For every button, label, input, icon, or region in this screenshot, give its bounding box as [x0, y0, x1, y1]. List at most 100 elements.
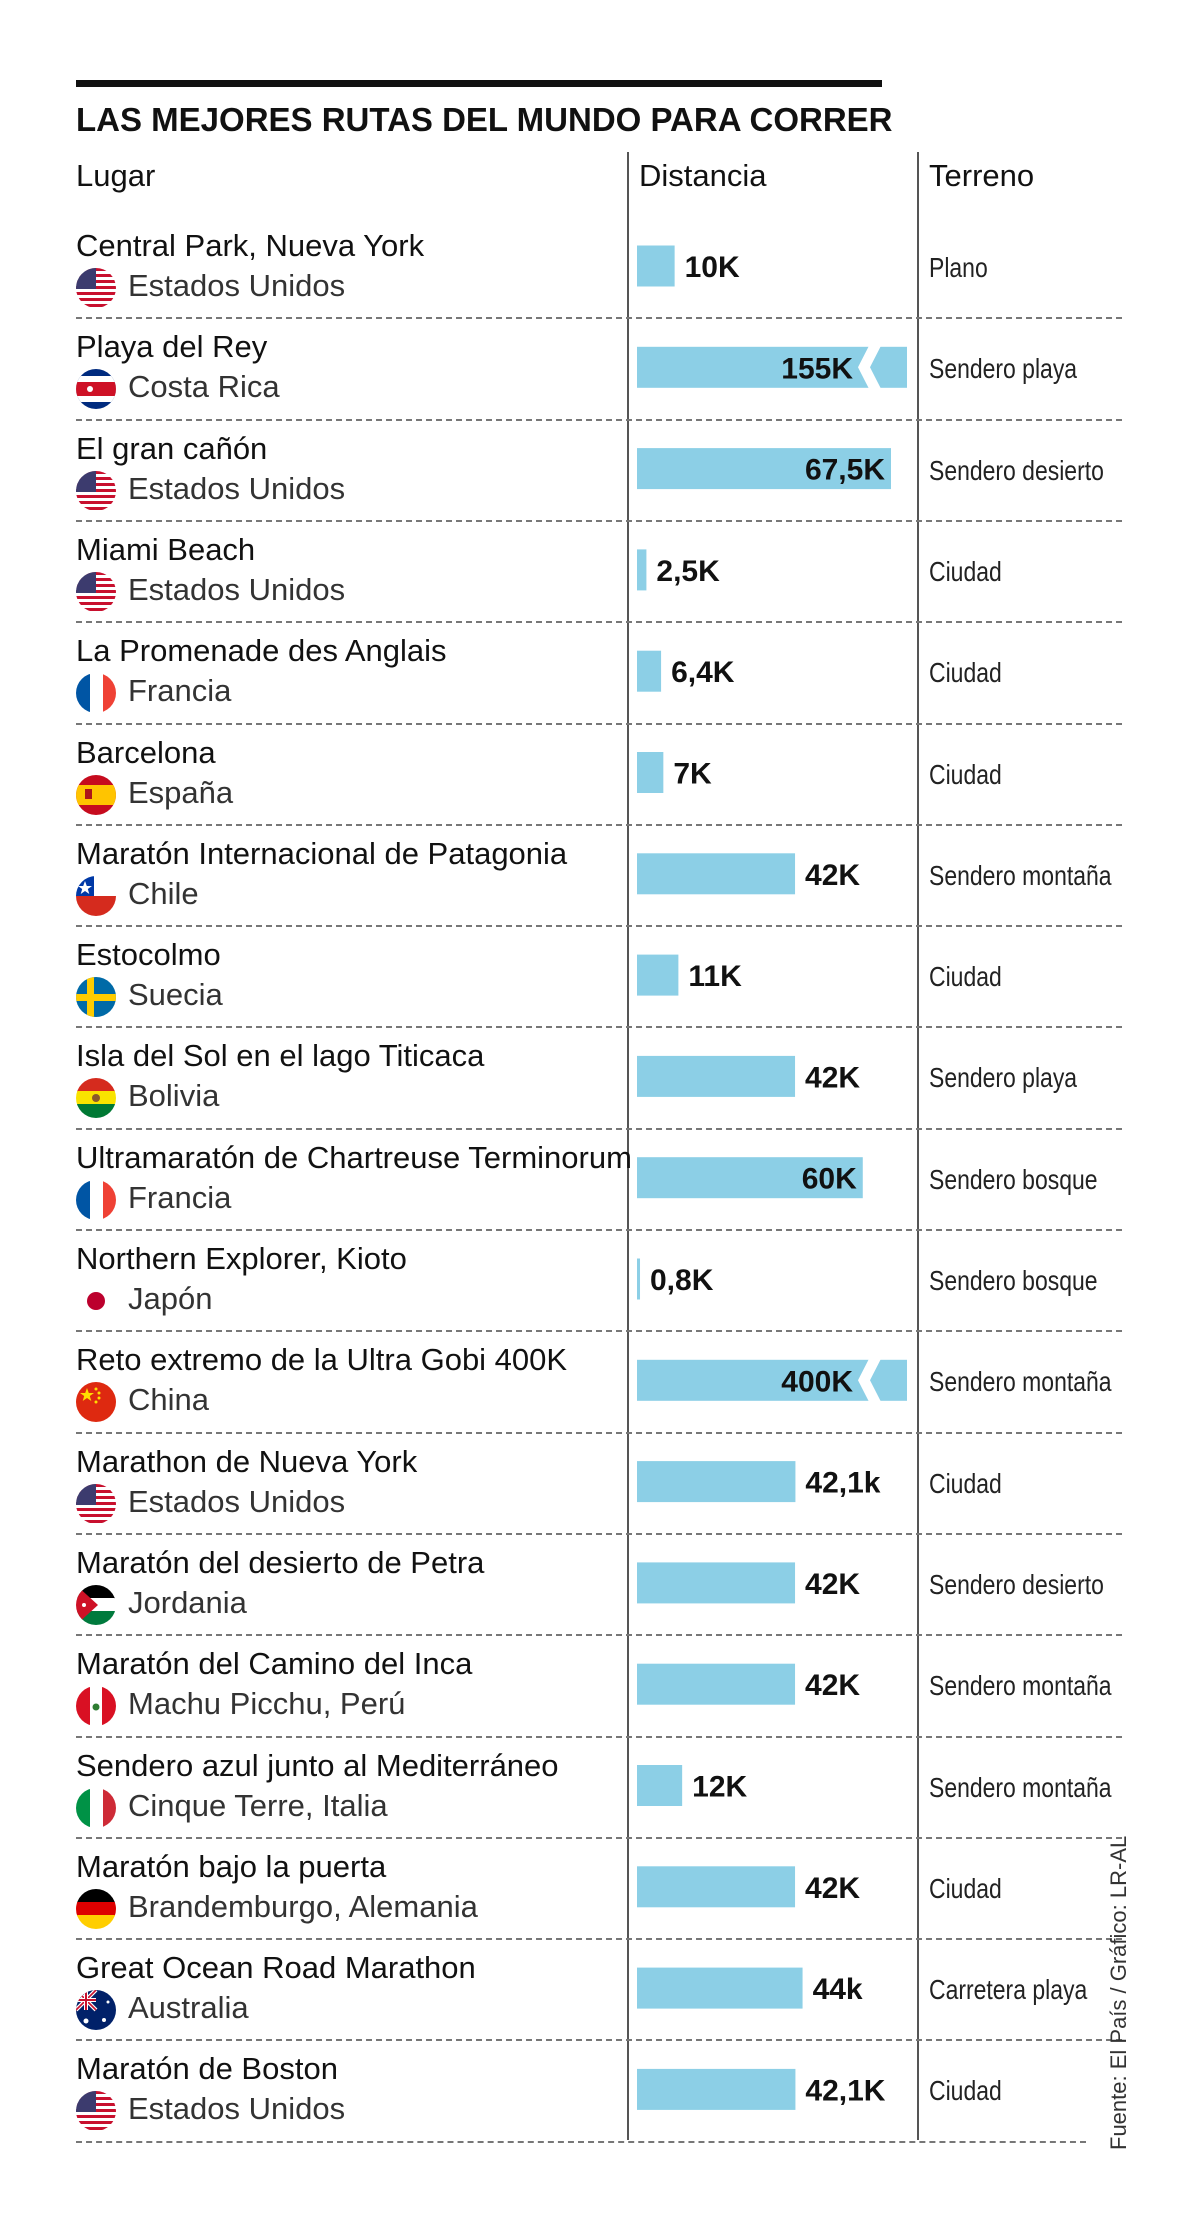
- distance-data-label: 42K: [805, 1669, 860, 1702]
- row-separator: [76, 925, 1122, 928]
- route-name: Miami Beach: [76, 531, 256, 567]
- axis-break-mark: [858, 345, 881, 389]
- row-separator: [76, 1836, 1122, 1839]
- route-terrain: Ciudad: [929, 2075, 1002, 2107]
- distance-data-label: 12K: [692, 1771, 747, 1804]
- distance-data-label: 60K: [802, 1163, 857, 1196]
- row-separator: [76, 317, 1122, 320]
- france-flag-icon: [76, 1179, 116, 1220]
- route-name: Maratón Internacional de Patagonia: [76, 835, 568, 871]
- row-separator: [76, 418, 1122, 421]
- page-title: LAS MEJORES RUTAS DEL MUNDO PARA CORRER: [76, 101, 893, 138]
- route-terrain: Sendero montaña: [929, 1771, 1112, 1803]
- column-divider-right: [917, 152, 919, 2140]
- row-separator: [76, 823, 1122, 826]
- route-name: Ultramaratón de Chartreuse Terminorum: [76, 1139, 632, 1175]
- chile-flag-icon: [76, 875, 116, 916]
- route-name: Reto extremo de la Ultra Gobi 400K: [76, 1342, 568, 1378]
- route-name: Maratón del Camino del Inca: [76, 1646, 473, 1682]
- route-country: Bolivia: [128, 1078, 220, 1114]
- axis-break-mark: [858, 1358, 881, 1402]
- bolivia-flag-icon: [76, 1078, 116, 1119]
- route-terrain: Sendero bosque: [929, 1265, 1098, 1296]
- row-separator: [76, 1229, 1122, 1231]
- route-terrain: Ciudad: [929, 961, 1002, 993]
- row-separator: [76, 519, 1122, 522]
- distance-data-label: 10K: [685, 251, 740, 284]
- row-separator: [76, 1532, 1122, 1535]
- route-terrain: Sendero montaña: [929, 1366, 1112, 1398]
- china-flag-icon: [76, 1382, 116, 1423]
- distance-data-label: 42K: [805, 859, 860, 892]
- row-separator: [76, 1634, 1122, 1637]
- row-separator: [76, 722, 1122, 725]
- distance-bar: [637, 448, 891, 490]
- route-terrain: Ciudad: [929, 657, 1002, 689]
- table-bottom-rule: [76, 2140, 1086, 2143]
- route-country: Costa Rica: [128, 369, 280, 405]
- usa-flag-icon: [76, 1483, 116, 1524]
- route-name: Northern Explorer, Kioto: [76, 1241, 407, 1276]
- peru-flag-icon: [76, 1686, 116, 1727]
- route-country: España: [128, 774, 234, 810]
- distance-data-label: 44k: [813, 1973, 863, 2006]
- route-terrain: Plano: [929, 252, 988, 283]
- distance-bar: [637, 2068, 796, 2110]
- route-terrain: Ciudad: [929, 758, 1002, 790]
- route-country: Suecia: [128, 977, 223, 1013]
- route-name: Isla del Sol en el lago Titicaca: [76, 1038, 485, 1074]
- distance-data-label: 11K: [688, 960, 742, 993]
- spain-flag-icon: [76, 774, 116, 815]
- distance-data-label: 42K: [805, 1568, 860, 1601]
- route-country: Estados Unidos: [128, 1483, 346, 1519]
- japan-flag-icon: [76, 1281, 116, 1321]
- route-country: China: [128, 1382, 209, 1418]
- title-rule: [76, 80, 882, 87]
- distance-bar: [637, 650, 662, 692]
- distance-data-label: 6,4K: [671, 656, 735, 689]
- distance-bar: [637, 1562, 796, 1604]
- route-country: Brandemburgo, Alemania: [128, 1888, 478, 1924]
- sweden-flag-icon: [76, 977, 116, 1018]
- row-separator: [76, 1735, 1122, 1738]
- route-country: Estados Unidos: [128, 268, 346, 303]
- route-terrain: Ciudad: [929, 555, 1002, 587]
- distance-data-label: 155K: [781, 352, 853, 385]
- route-country: Estados Unidos: [128, 2091, 346, 2127]
- distance-bar: [637, 549, 647, 591]
- route-terrain: Sendero desierto: [929, 1568, 1104, 1600]
- route-name: Marathon de Nueva York: [76, 1443, 418, 1479]
- route-country: Francia: [128, 1179, 232, 1215]
- route-terrain: Sendero montaña: [929, 1670, 1112, 1702]
- france-flag-icon: [76, 673, 116, 714]
- route-country: Jordania: [128, 1584, 247, 1620]
- row-separator: [76, 621, 1122, 624]
- usa-flag-icon: [76, 268, 116, 308]
- column-header-terrain: Terreno: [929, 158, 1035, 193]
- distance-bar: [637, 1258, 641, 1300]
- route-terrain: Sendero playa: [929, 353, 1078, 385]
- germany-flag-icon: [76, 1888, 116, 1929]
- route-country: Cinque Terre, Italia: [128, 1787, 388, 1823]
- route-country: Chile: [128, 875, 199, 911]
- route-name: Maratón bajo la puerta: [76, 1848, 387, 1884]
- distance-bar: [637, 1157, 863, 1199]
- source-credit: Fuente: El País / Gráfico: LR-AL: [1106, 1835, 1131, 2150]
- route-name: Maratón de Boston: [76, 2051, 338, 2087]
- route-name: La Promenade des Anglais: [76, 633, 447, 669]
- italy-flag-icon: [76, 1787, 116, 1828]
- row-separator: [76, 1330, 1122, 1333]
- route-name: El gran cañón: [76, 430, 268, 466]
- distance-bar: [637, 245, 675, 287]
- costa-rica-flag-icon: [76, 369, 116, 410]
- column-header-place: Lugar: [76, 158, 156, 193]
- australia-flag-icon: [76, 1990, 116, 2031]
- route-terrain: Sendero playa: [929, 1062, 1078, 1094]
- route-name: Great Ocean Road Marathon: [76, 1950, 476, 1986]
- distance-data-label: 42K: [805, 1061, 860, 1094]
- route-country: Machu Picchu, Perú: [128, 1686, 406, 1722]
- route-country: Francia: [128, 673, 232, 709]
- route-name: Estocolmo: [76, 937, 221, 973]
- jordan-flag-icon: [76, 1584, 116, 1625]
